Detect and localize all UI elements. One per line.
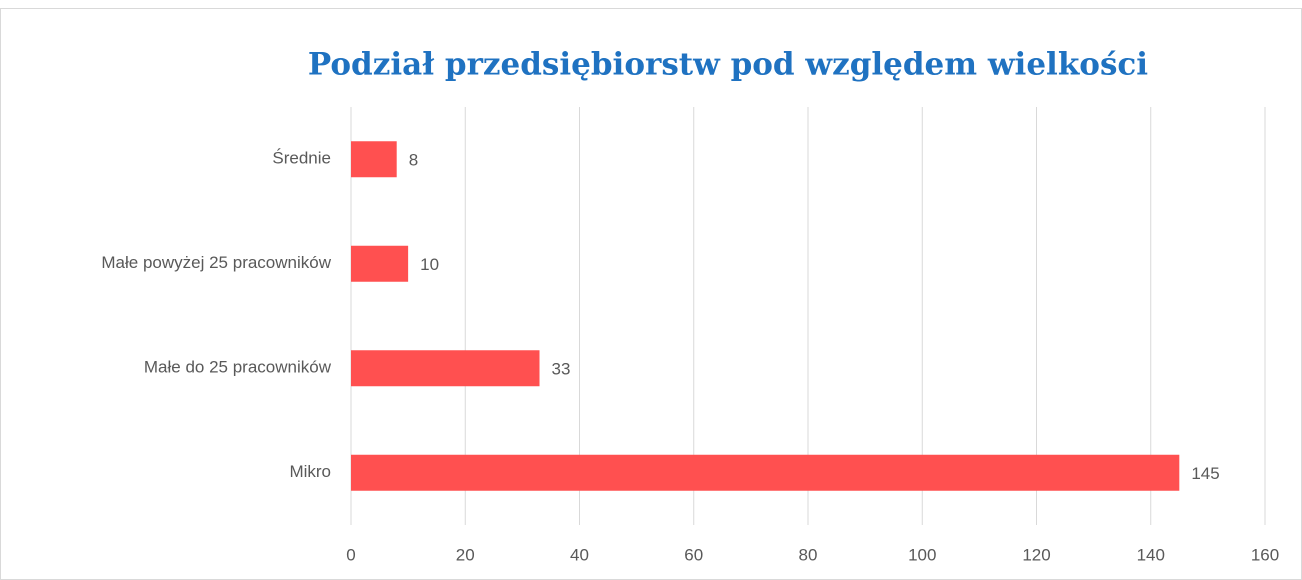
data-label: 10 bbox=[420, 255, 439, 274]
data-label: 145 bbox=[1191, 464, 1219, 483]
data-label: 8 bbox=[409, 151, 418, 170]
bar bbox=[351, 350, 540, 387]
x-tick-label: 40 bbox=[570, 545, 589, 564]
x-tick-label: 140 bbox=[1137, 545, 1165, 564]
x-tick-label: 0 bbox=[346, 545, 355, 564]
chart-border bbox=[0, 8, 1302, 580]
y-tick-label: Mikro bbox=[289, 462, 331, 481]
bar bbox=[351, 245, 409, 282]
y-tick-label: Małe do 25 pracowników bbox=[144, 358, 332, 377]
bar bbox=[351, 141, 397, 178]
x-tick-label: 80 bbox=[799, 545, 818, 564]
y-tick-label: Małe powyżej 25 pracowników bbox=[101, 253, 331, 272]
bar bbox=[351, 454, 1180, 491]
x-tick-label: 120 bbox=[1022, 545, 1050, 564]
chart-title: Podział przedsiębiorstw pod względem wie… bbox=[308, 47, 1148, 83]
x-tick-label: 20 bbox=[456, 545, 475, 564]
x-tick-label: 60 bbox=[684, 545, 703, 564]
x-tick-label: 100 bbox=[908, 545, 936, 564]
y-tick-label: Średnie bbox=[272, 149, 331, 168]
x-tick-label: 160 bbox=[1251, 545, 1279, 564]
data-label: 33 bbox=[552, 360, 571, 379]
